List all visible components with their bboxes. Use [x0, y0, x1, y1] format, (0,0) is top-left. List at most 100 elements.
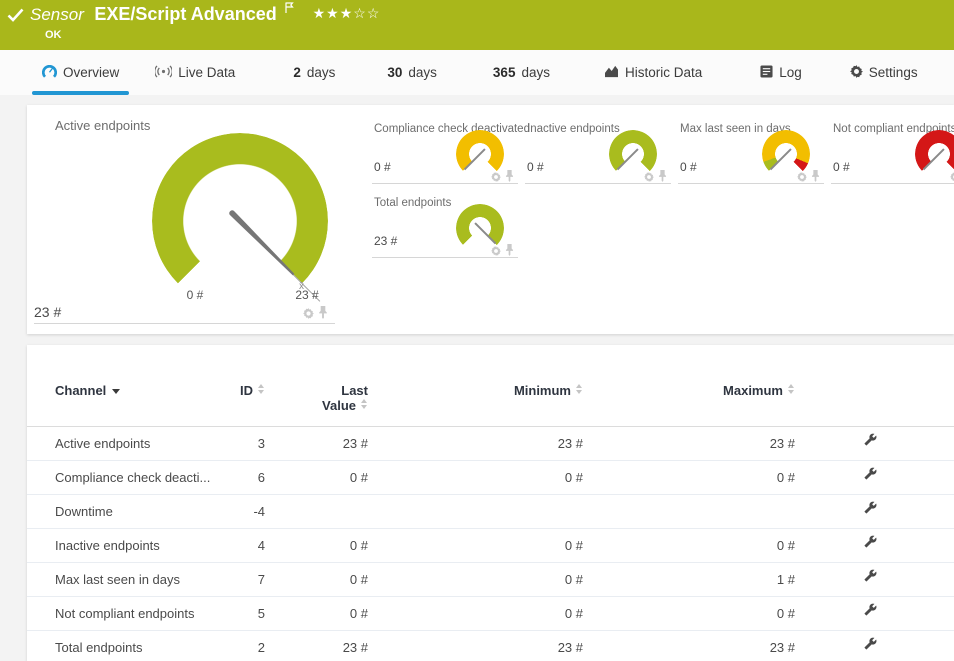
gear-icon[interactable]: [491, 243, 501, 261]
tab-label: days: [306, 65, 336, 80]
maximum-value: 23 #: [769, 436, 795, 451]
sort-icon: [361, 399, 368, 409]
gauge-total-endpoints[interactable]: Total endpoints 23 #: [372, 187, 522, 265]
gauge-max-last-seen-in-days[interactable]: Max last seen in days 0 #: [678, 113, 828, 191]
channel-settings-icon[interactable]: [864, 427, 877, 457]
gauge-title: Inactive endpoints: [527, 123, 620, 135]
pin-icon[interactable]: [505, 243, 514, 261]
tab-overview[interactable]: Overview: [31, 50, 130, 95]
gauge-scale-max: 23 #: [295, 288, 319, 302]
gauge-title: Total endpoints: [374, 197, 452, 209]
gauge-arc: [915, 130, 954, 178]
last-value: 0 #: [349, 606, 368, 621]
last-value: 0 #: [349, 538, 368, 553]
sensor-header: Sensor EXE/Script Advanced ★★★☆☆ OK: [0, 0, 954, 50]
last-value: 0 #: [349, 470, 368, 485]
column-header-channel[interactable]: Channel: [55, 383, 220, 426]
channel-id: 7: [257, 572, 265, 587]
gear-icon[interactable]: [644, 169, 654, 187]
tab-historic-data[interactable]: Historic Data: [598, 50, 708, 95]
tab-365-days[interactable]: 365 days: [487, 50, 556, 95]
pin-icon[interactable]: [318, 306, 328, 324]
sort-icon: [258, 384, 265, 394]
tab-30-days[interactable]: 30 days: [381, 50, 443, 95]
maximum-value: [583, 495, 795, 528]
column-header-last-value[interactable]: Last Value: [322, 383, 368, 413]
mean-marker: x̄: [299, 281, 304, 292]
channel-name: Inactive endpoints: [55, 538, 160, 553]
minimum-value: 23 #: [557, 640, 583, 655]
gear-icon[interactable]: [303, 306, 314, 324]
gauge-title: Active endpoints: [55, 118, 151, 133]
channel-settings-icon[interactable]: [864, 529, 877, 559]
gauges-panel: Active endpoints x̄ 0 # 23 # 23 # Compli…: [27, 105, 954, 334]
object-kind-label: Sensor: [30, 5, 84, 24]
pin-icon[interactable]: [505, 169, 514, 187]
divider: [525, 183, 671, 184]
column-header-id[interactable]: ID: [220, 383, 265, 426]
tab-log[interactable]: Log: [754, 50, 808, 95]
live-data-icon: [154, 64, 174, 81]
table-row: Compliance check deacti... 6 0 # 0 # 0 #: [27, 461, 954, 495]
last-value: [265, 495, 368, 528]
maximum-value: 0 #: [776, 538, 795, 553]
small-gauges: Compliance check deactivated 0 # Inactiv…: [345, 105, 954, 334]
divider: [372, 183, 518, 184]
tab-2-days[interactable]: 2 days: [287, 50, 341, 95]
channel-name: Downtime: [55, 504, 113, 519]
table-row: Total endpoints 2 23 # 23 # 23 #: [27, 631, 954, 661]
tab-label: days: [521, 65, 550, 80]
gauge-value: 23 #: [374, 234, 398, 248]
gear-icon[interactable]: [491, 169, 501, 187]
gauge-active-endpoints[interactable]: Active endpoints x̄ 0 # 23 # 23 #: [27, 105, 342, 334]
channel-name: Not compliant endpoints: [55, 606, 195, 621]
sort-icon: [576, 384, 583, 394]
stars-empty[interactable]: ☆☆: [353, 5, 381, 21]
channel-id: -4: [253, 504, 265, 519]
flag-icon[interactable]: [285, 0, 294, 18]
tab-number: 30: [387, 65, 403, 80]
gauge-value: 0 #: [527, 160, 544, 174]
channel-id: 6: [257, 470, 265, 485]
minimum-value: 0 #: [564, 606, 583, 621]
stars-filled[interactable]: ★★★: [312, 5, 354, 21]
column-header-maximum[interactable]: Maximum: [583, 383, 795, 426]
minimum-value: 23 #: [557, 436, 583, 451]
minimum-value: 0 #: [564, 538, 583, 553]
gauge-value: 0 #: [680, 160, 697, 174]
tab-label: days: [408, 65, 437, 80]
gear-icon[interactable]: [950, 169, 954, 187]
maximum-value: 1 #: [776, 572, 795, 587]
pin-icon[interactable]: [811, 169, 820, 187]
priority-stars[interactable]: ★★★☆☆: [313, 5, 381, 22]
table-row: Active endpoints 3 23 # 23 # 23 #: [27, 427, 954, 461]
column-header-minimum[interactable]: Minimum: [368, 383, 583, 426]
channel-id: 2: [257, 640, 265, 655]
check-icon: [7, 8, 24, 27]
channel-settings-icon[interactable]: [864, 495, 877, 525]
channel-id: 3: [257, 436, 265, 451]
gauge-compliance-check-deactivated[interactable]: Compliance check deactivated 0 #: [372, 113, 530, 191]
tab-live-data[interactable]: Live Data: [149, 50, 241, 95]
gauge-value: 0 #: [833, 160, 850, 174]
channel-settings-icon[interactable]: [864, 461, 877, 491]
gear-icon[interactable]: [797, 169, 807, 187]
gauge-not-compliant-endpoints[interactable]: Not compliant endpoints 0 #: [831, 113, 954, 191]
table-row: Inactive endpoints 4 0 # 0 # 0 #: [27, 529, 954, 563]
channel-name: Active endpoints: [55, 436, 151, 451]
tab-number: 2: [293, 65, 301, 80]
tab-label: Historic Data: [624, 65, 703, 80]
channel-name: Compliance check deacti...: [55, 470, 211, 485]
channel-settings-icon[interactable]: [864, 563, 877, 593]
channel-settings-icon[interactable]: [864, 631, 877, 661]
channel-table-panel: Channel ID Last Value Minimum Maximum Act…: [27, 345, 954, 661]
gauge-title: Max last seen in days: [680, 123, 791, 135]
last-value: 0 #: [349, 572, 368, 587]
pin-icon[interactable]: [658, 169, 667, 187]
gauge-inactive-endpoints[interactable]: Inactive endpoints 0 #: [525, 113, 675, 191]
channel-settings-icon[interactable]: [864, 597, 877, 627]
last-value: 23 #: [342, 640, 368, 655]
tab-settings[interactable]: Settings: [844, 50, 924, 95]
gauge-value: 23 #: [34, 304, 62, 320]
